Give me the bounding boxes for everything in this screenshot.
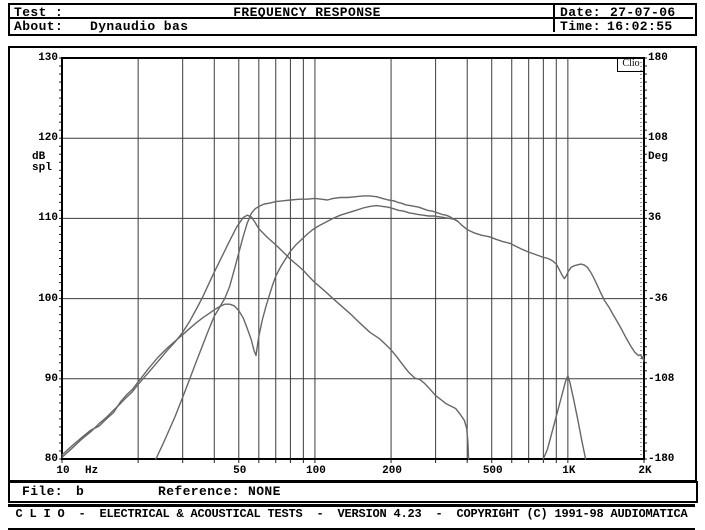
header-box [8,3,697,36]
footer-bar: C L I O - ELECTRICAL & ACOUSTICAL TESTS … [8,504,695,530]
reference-value: NONE [248,484,281,499]
about-value: Dynaudio bas [90,19,189,34]
y-left-tick-label: 90 [44,372,58,385]
x-tick-label: 200 [382,465,402,477]
y-right-tick-label: -108 [648,372,675,385]
test-label: Test : [14,5,64,20]
x-tick-label: 2K [638,465,652,477]
date-value: 27-07-06 [610,5,676,20]
footer-text: C L I O - ELECTRICAL & ACOUSTICAL TESTS … [15,507,688,521]
file-bar: File: b Reference: NONE [8,481,698,503]
page-title: FREQUENCY RESPONSE [233,5,381,20]
y-left-tick-label: 80 [44,453,58,465]
header-row-divider [8,17,693,19]
y-left-axis-unit-line1: dB [32,151,46,163]
header-column-divider [553,3,555,32]
file-label: File: [22,484,64,499]
y-left-tick-label: 120 [38,132,58,145]
y-right-tick-label: -180 [648,453,675,465]
y-left-axis-unit-line2: spl [32,162,52,174]
y-left-tick-label: 110 [38,212,58,225]
x-tick-label: 10 [56,465,70,477]
plot-section-box [8,46,697,482]
about-label: About: [14,19,64,34]
x-axis-unit: Hz [85,465,99,477]
y-right-axis-unit: Deg [648,151,668,163]
x-tick-label: 100 [306,465,326,477]
y-right-tick-label: 36 [648,212,662,225]
x-tick-label: 50 [233,465,247,477]
date-label: Date: [560,5,602,20]
y-left-tick-label: 100 [38,292,58,305]
x-tick-label: 500 [482,465,503,477]
reference-label: Reference: [158,484,241,499]
y-right-tick-label: 108 [648,132,668,145]
y-left-tick-label: 130 [38,52,58,64]
clio-logo: Clio [617,58,644,72]
time-value: 16:02:55 [607,19,673,34]
file-value: b [76,484,85,499]
y-right-tick-label: 180 [648,52,668,64]
x-tick-label: 1K [562,465,576,477]
time-label: Time: [560,19,602,34]
y-right-tick-label: -36 [648,292,668,305]
